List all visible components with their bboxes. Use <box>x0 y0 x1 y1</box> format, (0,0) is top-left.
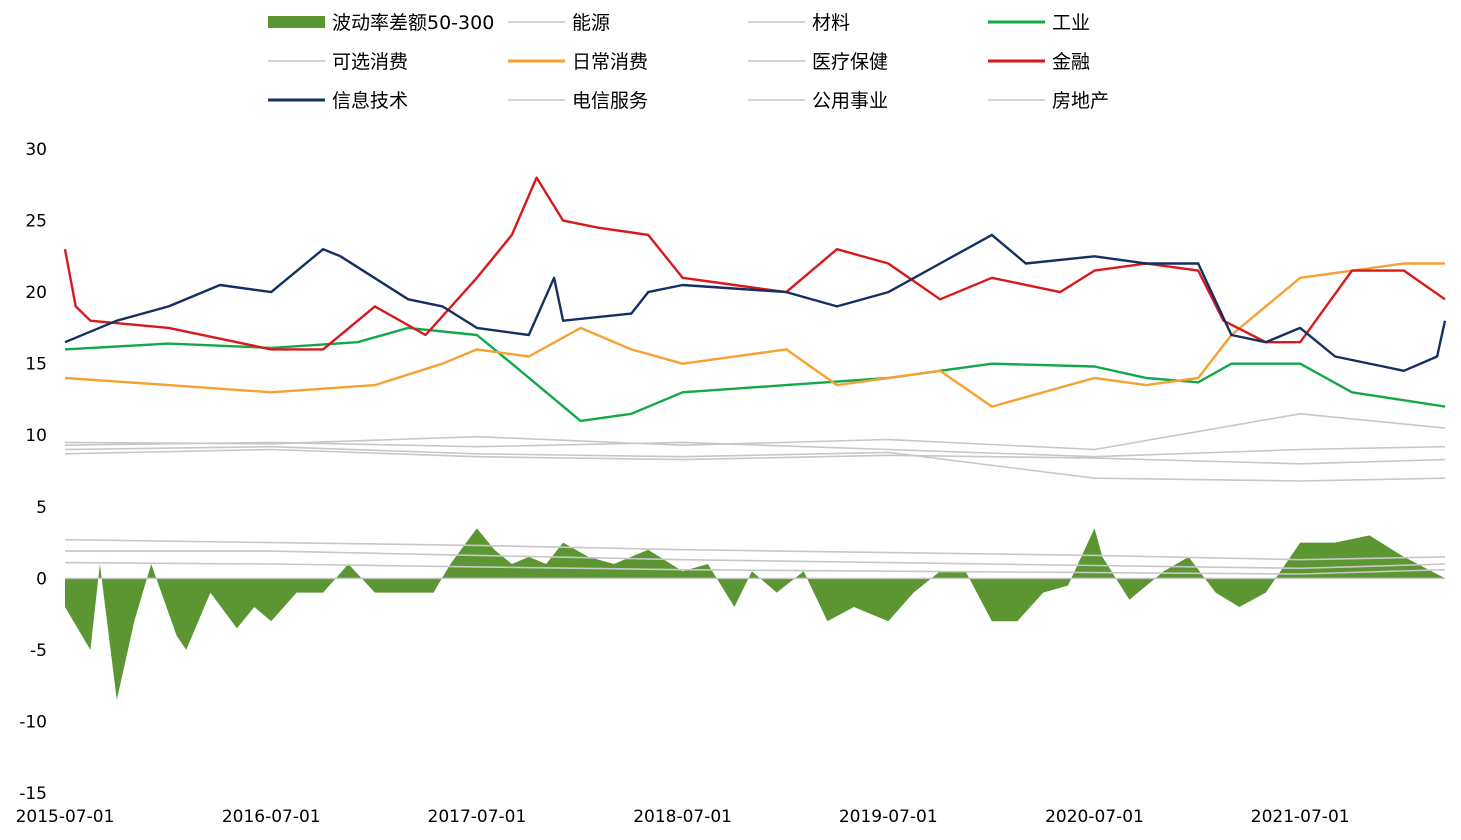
y-tick-label: 30 <box>25 140 47 160</box>
x-tick-label: 2017-07-01 <box>428 807 527 827</box>
y-tick-label: 0 <box>36 569 47 589</box>
series-10-line <box>65 550 1446 570</box>
series-6-line <box>64 413 1446 451</box>
series-0-area <box>65 528 1445 700</box>
x-tick-label: 2019-07-01 <box>839 807 938 827</box>
y-tick-label: -15 <box>19 784 47 804</box>
series-2-line <box>64 448 1446 465</box>
series-3-line <box>64 326 1446 423</box>
legend-label: 电信服务 <box>572 90 648 112</box>
y-tick-label: 10 <box>25 426 47 446</box>
legend-label: 公用事业 <box>812 90 888 112</box>
legend-label: 波动率差额50-300 <box>332 12 494 34</box>
plot-area <box>63 176 1447 700</box>
series-11-line <box>64 561 1446 575</box>
series-8-line <box>64 233 1447 372</box>
x-tick-label: 2018-07-01 <box>633 807 732 827</box>
legend-label: 工业 <box>1052 12 1090 34</box>
series-4-line <box>64 445 1446 482</box>
y-tick-label: 20 <box>25 283 47 303</box>
legend-label: 医疗保健 <box>812 51 888 73</box>
legend-label: 信息技术 <box>332 90 408 112</box>
legend-swatch <box>268 16 325 28</box>
x-tick-label: 2021-07-01 <box>1251 807 1350 827</box>
legend-label: 能源 <box>572 12 610 34</box>
x-axis: 2015-07-01 2016-07-01 2017-07-01 2018-07-01… <box>16 807 1350 827</box>
legend-label: 材料 <box>812 12 850 34</box>
legend-label: 房地产 <box>1052 90 1109 112</box>
y-tick-label: 5 <box>36 498 47 518</box>
legend-label: 可选消费 <box>332 51 408 73</box>
y-tick-label: -5 <box>30 641 47 661</box>
legend-label: 日常消费 <box>572 51 648 73</box>
y-axis: 30 25 20 15 10 5 0 -5 -10 -15 <box>19 140 47 804</box>
x-tick-label: 2015-07-01 <box>16 807 115 827</box>
series-5-line <box>64 262 1445 408</box>
y-tick-label: -10 <box>19 712 47 732</box>
y-tick-label: 25 <box>25 212 47 232</box>
y-tick-label: 15 <box>25 355 47 375</box>
x-tick-label: 2020-07-01 <box>1045 807 1144 827</box>
series-7-line <box>63 176 1446 351</box>
x-tick-label: 2016-07-01 <box>222 807 321 827</box>
series-9-line <box>64 538 1446 561</box>
legend-label: 金融 <box>1052 51 1090 73</box>
